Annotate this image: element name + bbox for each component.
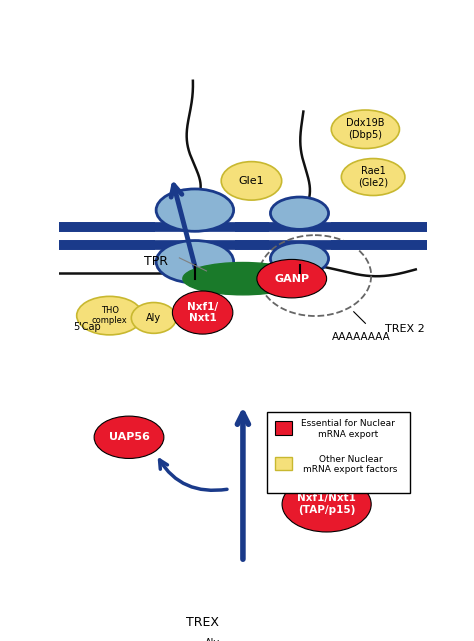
Text: TREX: TREX	[186, 615, 219, 629]
Ellipse shape	[341, 158, 405, 196]
Bar	[275, 421, 292, 435]
Ellipse shape	[271, 197, 328, 229]
Ellipse shape	[189, 626, 237, 641]
Text: AAAAAAAA: AAAAAAAA	[332, 332, 391, 342]
Ellipse shape	[94, 416, 164, 458]
Text: Nxf1/Nxt1
(TAP/p15): Nxf1/Nxt1 (TAP/p15)	[297, 494, 356, 515]
Text: Nxf1/
Nxt1: Nxf1/ Nxt1	[187, 302, 218, 323]
Ellipse shape	[156, 240, 234, 283]
Ellipse shape	[77, 296, 143, 335]
Text: THO
complex: THO complex	[92, 306, 128, 326]
Text: GANP: GANP	[274, 274, 310, 284]
Ellipse shape	[257, 260, 327, 298]
Text: 5'Cap: 5'Cap	[73, 322, 101, 332]
Ellipse shape	[331, 110, 400, 149]
Text: Gle1: Gle1	[238, 176, 264, 186]
Text: Aly: Aly	[205, 638, 220, 641]
Ellipse shape	[124, 628, 193, 641]
Ellipse shape	[183, 263, 303, 295]
Ellipse shape	[221, 162, 282, 200]
Bar	[267, 412, 410, 493]
Text: Other Nuclear
mRNA export factors: Other Nuclear mRNA export factors	[303, 454, 398, 474]
Text: TREX 2: TREX 2	[385, 324, 425, 335]
Bar	[275, 456, 292, 470]
Text: TPR: TPR	[144, 255, 168, 268]
Text: Rae1
(Gle2): Rae1 (Gle2)	[358, 166, 388, 188]
Text: Aly: Aly	[146, 313, 161, 323]
Ellipse shape	[131, 303, 176, 333]
Text: Ddx19B
(Dbp5): Ddx19B (Dbp5)	[346, 119, 384, 140]
Text: Essential for Nuclear
mRNA export: Essential for Nuclear mRNA export	[301, 419, 395, 438]
Ellipse shape	[156, 189, 234, 231]
Ellipse shape	[271, 242, 328, 275]
Ellipse shape	[173, 291, 233, 334]
Text: UAP56: UAP56	[109, 432, 149, 442]
Ellipse shape	[282, 476, 371, 532]
